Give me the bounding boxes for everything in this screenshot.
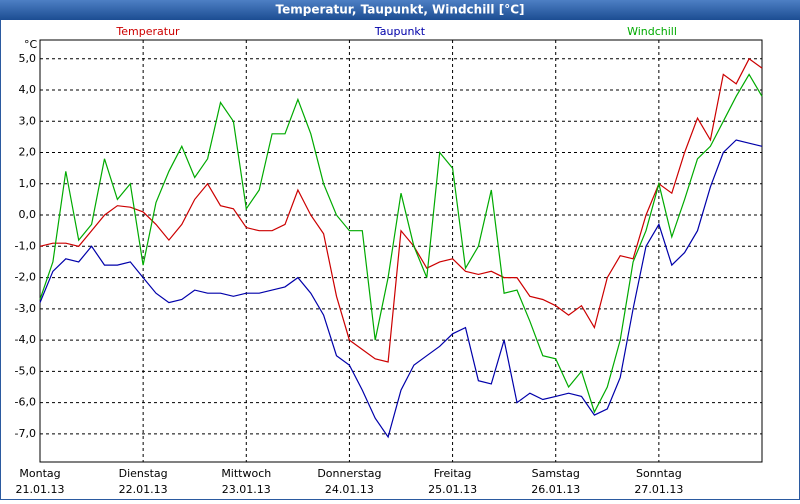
y-unit: °C <box>24 38 38 51</box>
x-tick-label: Sonntag <box>636 467 682 480</box>
x-tick-label: Dienstag <box>119 467 168 480</box>
legend-label: Taupunkt <box>374 25 426 38</box>
data-line <box>39 139 763 439</box>
x-tick-date: 22.01.13 <box>119 483 168 496</box>
data-line <box>39 57 763 363</box>
chart-title: Temperatur, Taupunkt, Windchill [°C] <box>276 3 525 17</box>
x-tick-date: 23.01.13 <box>222 483 271 496</box>
y-tick-label: -1,0 <box>15 239 36 252</box>
legend-label: Temperatur <box>115 25 180 38</box>
y-tick-label: -3,0 <box>15 302 36 315</box>
y-tick-label: 2,0 <box>19 146 37 159</box>
x-tick-date: 25.01.13 <box>428 483 477 496</box>
x-tick-date: 26.01.13 <box>531 483 580 496</box>
y-tick-label: 5,0 <box>19 52 37 65</box>
plot-area <box>39 39 763 463</box>
x-tick-date: 21.01.13 <box>16 483 65 496</box>
y-tick-label: 0,0 <box>19 208 37 221</box>
x-tick-date: 24.01.13 <box>325 483 374 496</box>
x-tick-label: Freitag <box>434 467 472 480</box>
x-tick-label: Donnerstag <box>317 467 381 480</box>
y-tick-label: 4,0 <box>19 83 37 96</box>
y-tick-label: -6,0 <box>15 396 36 409</box>
x-tick-label: Mittwoch <box>221 467 271 480</box>
y-tick-label: 3,0 <box>19 114 37 127</box>
title-bar <box>0 0 800 20</box>
y-tick-label: -5,0 <box>15 364 36 377</box>
y-tick-label: -7,0 <box>15 427 36 440</box>
data-line <box>39 73 763 414</box>
y-tick-label: -2,0 <box>15 271 36 284</box>
legend-label: Windchill <box>627 25 677 38</box>
y-tick-label: 1,0 <box>19 177 37 190</box>
x-tick-label: Montag <box>19 467 60 480</box>
y-tick-label: -4,0 <box>15 333 36 346</box>
x-tick-label: Samstag <box>532 467 580 480</box>
x-tick-date: 27.01.13 <box>634 483 683 496</box>
